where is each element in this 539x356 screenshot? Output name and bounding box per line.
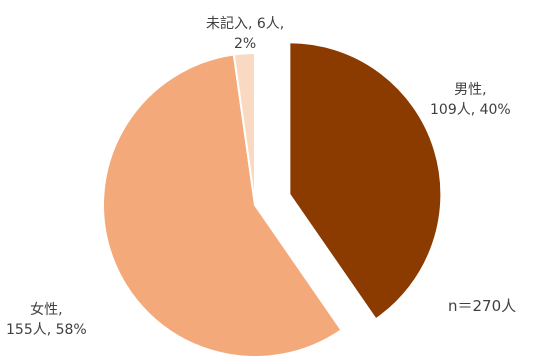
data-label-unknown-category: 未記入, 6人, bbox=[206, 16, 285, 32]
data-label-female: 女性, 155人, 58% bbox=[6, 300, 87, 340]
sample-size-note: n＝270人 bbox=[448, 297, 517, 315]
data-label-unknown-count: 2% bbox=[234, 36, 257, 52]
data-label-female-category: 女性, bbox=[30, 302, 63, 318]
data-label-male-category: 男性, bbox=[454, 82, 487, 98]
pie-slice-female bbox=[102, 53, 343, 356]
pie-slice-male bbox=[288, 41, 443, 321]
data-label-male: 男性, 109人, 40% bbox=[430, 80, 511, 120]
pie-slice-unknown bbox=[232, 51, 256, 206]
data-label-male-count: 109人, 40% bbox=[430, 102, 511, 118]
data-label-female-count: 155人, 58% bbox=[6, 322, 87, 338]
data-label-unknown: 未記入, 6人, 2% bbox=[206, 14, 284, 54]
